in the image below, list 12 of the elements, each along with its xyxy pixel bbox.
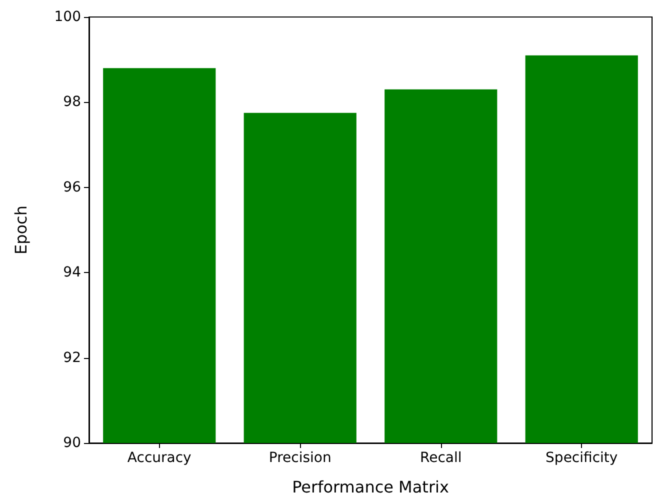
y-tick-label: 100 xyxy=(54,9,81,25)
x-tick-label: Specificity xyxy=(546,450,618,466)
y-tick-label: 94 xyxy=(63,264,82,281)
x-axis-title: Performance Matrix xyxy=(292,478,449,496)
y-tick-label: 96 xyxy=(63,179,82,196)
x-tick-label: Recall xyxy=(420,450,462,466)
y-tick-label: 90 xyxy=(63,435,81,451)
y-axis-title: Epoch xyxy=(12,206,30,254)
x-tick-label: Precision xyxy=(268,450,332,466)
x-tick-label: Accuracy xyxy=(127,450,192,466)
y-tick-label: 92 xyxy=(63,350,81,366)
y-tick-label: 98 xyxy=(63,94,81,110)
